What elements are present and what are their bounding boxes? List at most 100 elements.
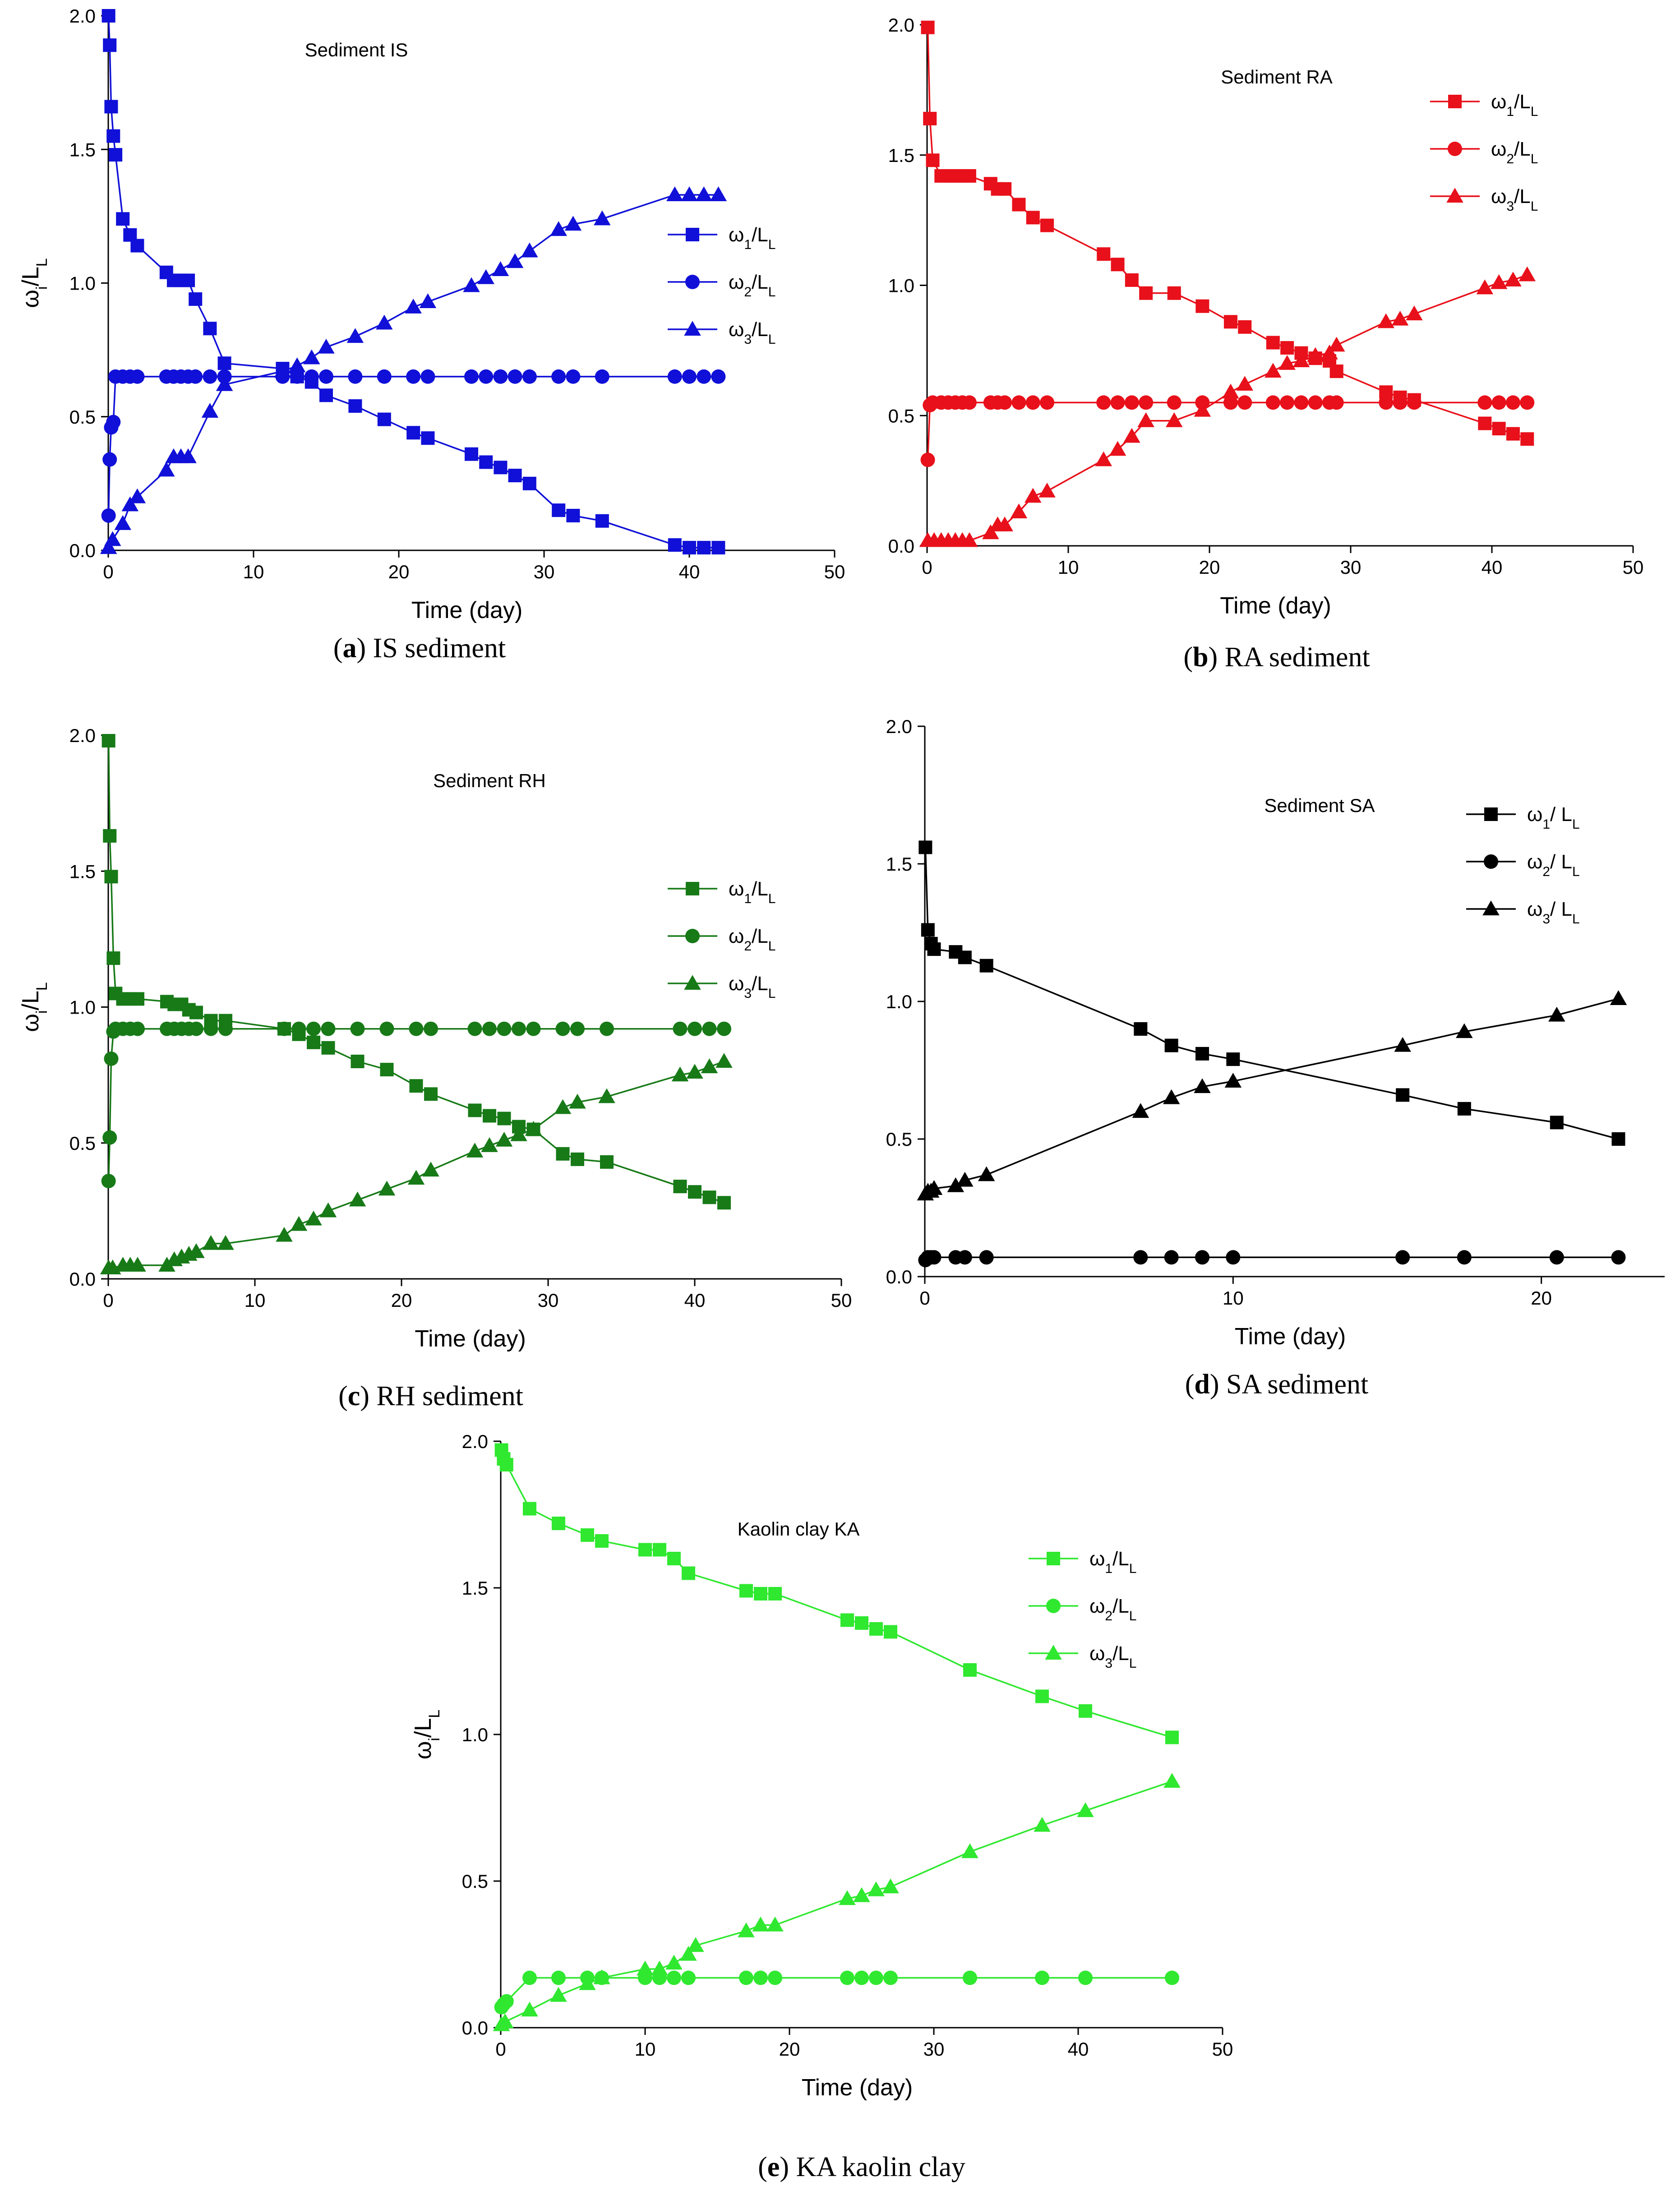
data-point: [1035, 1970, 1049, 1985]
data-point: [555, 1021, 570, 1036]
x-axis-label: Time (day): [411, 597, 523, 623]
data-point: [319, 369, 333, 384]
series-circle: [920, 395, 1535, 467]
data-point: [102, 1130, 117, 1145]
data-point: [598, 1088, 615, 1103]
data-point: [479, 369, 494, 384]
data-point: [1549, 1250, 1564, 1265]
caption-text: RH sediment: [369, 1381, 523, 1411]
data-point: [697, 541, 711, 555]
series-line: [927, 27, 1528, 440]
data-point: [421, 431, 435, 445]
data-point: [1492, 422, 1506, 436]
y-tick-label: 0.0: [888, 535, 914, 557]
data-point: [1238, 320, 1252, 334]
data-point: [1195, 299, 1209, 313]
data-point: [1078, 1970, 1093, 1985]
x-axis-label: Time (day): [802, 2075, 913, 2101]
data-point: [189, 292, 203, 306]
legend-entry: ω2/LL: [668, 271, 775, 300]
data-point: [579, 1975, 596, 1990]
series-line: [107, 740, 725, 1204]
y-tick-label: 2.0: [69, 5, 96, 27]
series-line: [107, 1028, 724, 1181]
data-point: [1079, 1704, 1092, 1718]
data-point: [188, 369, 203, 384]
data-point: [996, 517, 1013, 531]
data-point: [290, 1216, 308, 1231]
data-point: [523, 1502, 536, 1516]
data-point: [521, 2002, 538, 2017]
data-point: [466, 1143, 484, 1158]
data-point: [551, 1970, 566, 1985]
x-tick-label: 20: [1531, 1287, 1552, 1309]
data-point: [303, 349, 320, 364]
legend-marker: [1448, 142, 1462, 156]
data-point: [346, 328, 364, 343]
data-point: [667, 1970, 681, 1985]
legend-entry: ω1/LL: [668, 878, 775, 906]
data-point: [306, 1021, 321, 1036]
data-point: [1226, 1250, 1241, 1265]
legend-label: ω2/LL: [729, 925, 775, 954]
legend-marker: [684, 975, 701, 990]
data-point: [681, 186, 698, 202]
data-point: [181, 273, 195, 287]
data-point: [961, 1843, 978, 1859]
data-point: [1012, 198, 1026, 212]
data-point: [753, 1970, 768, 1985]
caption-text: RA sediment: [1218, 642, 1370, 673]
data-point: [1265, 363, 1282, 378]
data-point: [1026, 211, 1040, 225]
data-point: [483, 1109, 496, 1123]
data-point: [406, 426, 420, 440]
data-point: [129, 488, 146, 503]
data-point: [839, 1890, 856, 1905]
data-point: [1391, 310, 1409, 326]
data-point: [464, 369, 479, 384]
data-point: [556, 1147, 570, 1161]
series-square: [102, 9, 725, 555]
data-point: [497, 1112, 511, 1125]
data-point: [1226, 1052, 1240, 1066]
legend-entry: ω1/ LL: [1466, 803, 1580, 832]
data-point: [468, 1103, 482, 1117]
data-point: [406, 369, 421, 384]
figure-caption-a: (a) IS sediment: [333, 633, 506, 664]
series-circle: [101, 1021, 731, 1189]
caption-text: IS sediment: [366, 633, 506, 664]
caption-text: KA kaolin clay: [789, 2152, 965, 2182]
series-line: [501, 1977, 1172, 2008]
legend-entry: ω1/LL: [1029, 1548, 1136, 1576]
data-point: [1550, 1116, 1564, 1130]
series-square: [918, 840, 1625, 1146]
data-point: [1096, 395, 1111, 410]
y-tick-label: 0.5: [886, 1129, 912, 1150]
data-point: [963, 1970, 977, 1985]
data-point: [508, 369, 522, 384]
data-point: [958, 950, 972, 964]
data-point: [276, 1227, 293, 1242]
legend-marker: [684, 321, 701, 336]
series-line: [925, 998, 1619, 1195]
data-point: [1109, 441, 1126, 456]
series-line: [924, 847, 1619, 1140]
data-point: [1456, 1023, 1473, 1038]
data-point: [982, 524, 999, 540]
data-point: [467, 1021, 482, 1036]
data-point: [378, 1181, 396, 1196]
series-circle: [101, 369, 726, 523]
chart-title: Sediment RH: [433, 770, 546, 791]
x-tick-label: 10: [635, 2039, 656, 2060]
data-point: [106, 951, 120, 965]
y-tick-label: 0.0: [69, 540, 96, 561]
data-point: [1167, 286, 1181, 300]
data-point: [564, 216, 582, 231]
data-point: [739, 1584, 753, 1598]
data-point: [551, 369, 566, 384]
legend-entry: ω2/LL: [668, 925, 775, 954]
chart-panel-b: 0.0 0.5 1.0 1.5 2.0 0 10 20 30 40 50 Time (day) Sedi…: [888, 14, 1644, 619]
data-point: [377, 412, 391, 426]
data-point: [101, 508, 116, 523]
